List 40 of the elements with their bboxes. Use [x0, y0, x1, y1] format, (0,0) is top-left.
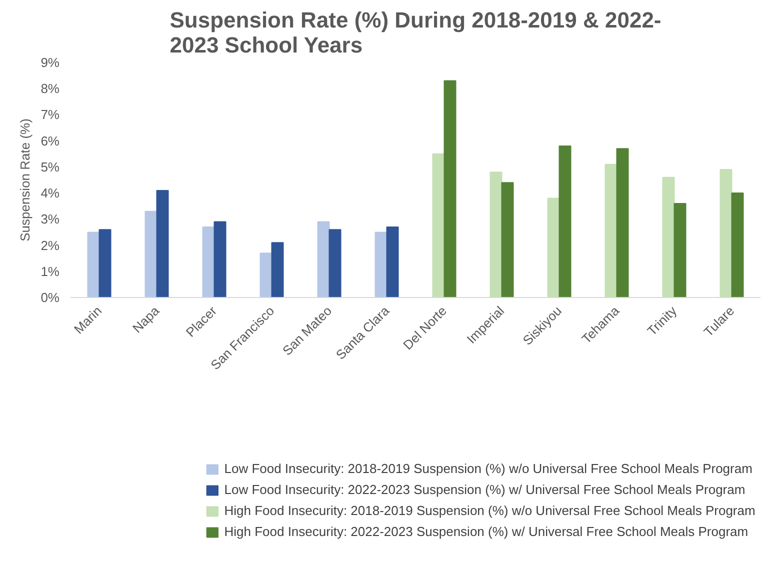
legend-label: High Food Insecurity: 2018-2019 Suspension (%) w/o Universal Free School Meals Program — [224, 503, 756, 518]
bar — [202, 226, 215, 298]
bar — [558, 146, 572, 298]
y-tick-label: 6% — [40, 133, 60, 148]
bar — [616, 148, 629, 298]
bar — [720, 169, 732, 298]
legend-label: High Food Insecurity: 2022-2023 Suspension (%) w/ Universal Free School Meals Program — [224, 524, 748, 539]
bar — [662, 176, 675, 298]
chart-title: Suspension Rate (%) During 2018-2019 & 2022-2023 School Years — [170, 8, 662, 58]
y-tick-label: 8% — [40, 81, 60, 96]
bar — [317, 221, 330, 298]
legend-label: Low Food Insecurity: 2018-2019 Suspension (%) w/o Universal Free School Meals Program — [224, 461, 752, 476]
y-tick-label: 4% — [40, 186, 60, 201]
bar — [374, 232, 388, 298]
bar — [501, 182, 514, 298]
bar — [731, 192, 744, 298]
bar — [432, 153, 445, 298]
y-tick-label: 0% — [40, 290, 60, 305]
y-tick-label: 1% — [40, 264, 60, 279]
bar — [328, 229, 342, 298]
bar — [604, 164, 618, 298]
bar — [98, 229, 112, 298]
bar — [260, 252, 272, 298]
bar — [156, 190, 169, 298]
bar — [271, 242, 284, 298]
bar — [87, 232, 100, 298]
y-tick-label: 2% — [40, 238, 60, 253]
y-tick-label: 5% — [40, 159, 60, 174]
legend-label: Low Food Insecurity: 2022-2023 Suspension (%) w/ Universal Free School Meals Program — [224, 482, 746, 497]
y-tick-label: 7% — [40, 107, 60, 122]
bar — [386, 226, 399, 298]
y-tick-label: 9% — [40, 55, 60, 70]
bar — [490, 172, 502, 298]
bar — [214, 221, 226, 298]
bar — [547, 198, 560, 298]
bar — [444, 80, 456, 298]
bar — [144, 210, 158, 298]
y-tick-label: 3% — [40, 212, 60, 227]
y-axis-title: Suspension Rate (%) — [18, 118, 33, 242]
bar — [674, 203, 686, 298]
